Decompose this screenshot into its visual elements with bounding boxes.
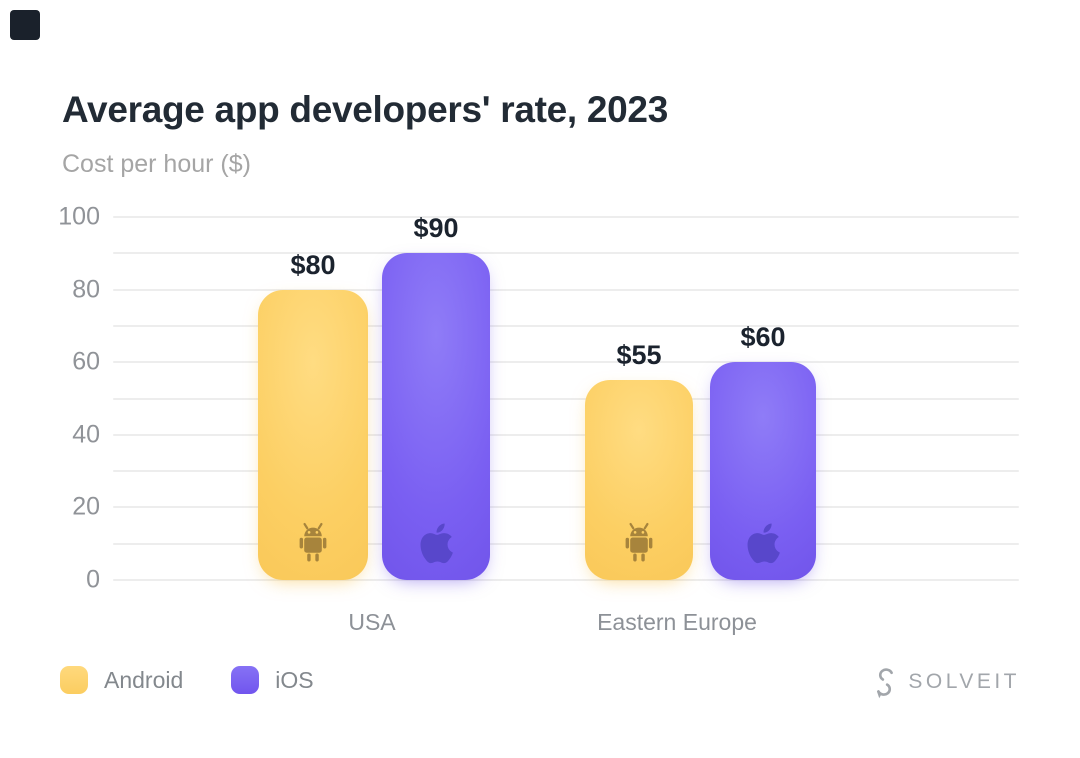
gridline xyxy=(113,324,1019,327)
gridline xyxy=(113,579,1019,581)
chart-title: Average app developers' rate, 2023 xyxy=(62,88,668,130)
legend-item-ios: iOS xyxy=(231,666,314,694)
gridline xyxy=(113,361,1019,364)
gridline xyxy=(113,252,1019,255)
solveit-icon xyxy=(871,666,899,699)
legend: Android iOS xyxy=(60,666,314,694)
gridline xyxy=(113,506,1019,509)
gridline xyxy=(113,542,1019,545)
y-tick-label: 100 xyxy=(58,202,100,231)
bar-easterneurope-android: $55 xyxy=(585,340,693,580)
gridline xyxy=(113,433,1019,436)
gridline xyxy=(113,470,1019,473)
y-axis-title: Cost per hour ($) xyxy=(62,150,251,178)
gridline xyxy=(113,397,1019,400)
y-tick-label: 0 xyxy=(86,565,100,594)
bar-value-label: $80 xyxy=(290,250,336,280)
bar-value-label: $55 xyxy=(616,340,662,370)
android-legend-swatch xyxy=(60,666,88,694)
corner-accent-square xyxy=(10,10,40,40)
plot-area: $80 $90 xyxy=(113,213,1019,581)
y-tick-label: 60 xyxy=(72,347,100,376)
category-label-eastern-europe: Eastern Europe xyxy=(597,609,757,635)
legend-label: iOS xyxy=(275,666,314,693)
legend-item-android: Android xyxy=(60,666,183,694)
y-tick-label: 40 xyxy=(72,420,100,449)
category-label-usa: USA xyxy=(348,609,396,635)
y-tick-label: 80 xyxy=(72,275,100,304)
android-icon xyxy=(619,521,659,564)
bar-value-label: $90 xyxy=(413,213,459,243)
gridline xyxy=(113,216,1019,218)
bar-easterneurope-ios: $60 xyxy=(710,322,816,580)
bar-value-label: $60 xyxy=(740,322,786,352)
android-icon xyxy=(293,521,333,564)
gridline xyxy=(113,288,1019,291)
y-tick-label: 20 xyxy=(72,492,100,521)
legend-label: Android xyxy=(104,666,184,693)
y-axis-tick-labels: 0 20 40 60 80 100 xyxy=(0,204,100,592)
bar-usa-ios: $90 xyxy=(382,213,490,580)
ios-legend-swatch xyxy=(231,666,260,694)
brand-logo: SOLVEIT xyxy=(871,664,1020,700)
bar-usa-android: $80 xyxy=(258,250,368,580)
apple-icon xyxy=(418,522,455,564)
apple-icon xyxy=(745,522,782,564)
brand-name: SOLVEIT xyxy=(908,670,1020,693)
